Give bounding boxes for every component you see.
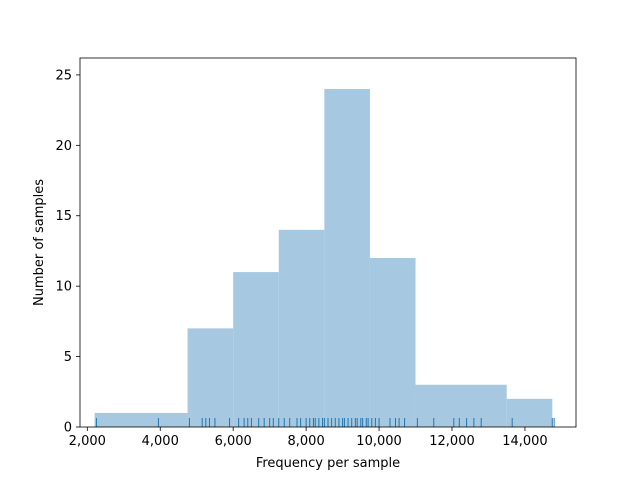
- x-axis-ticks: 2,000 4,000 6,000 8,000 10,000 12,000 14,000: [69, 427, 548, 449]
- x-tick-label-1: 4,000: [142, 434, 179, 449]
- y-tick-label-0: 0: [64, 421, 72, 436]
- histogram-bar-2: [233, 272, 279, 427]
- histogram-bars: [94, 88, 553, 427]
- histogram-bar-5: [369, 257, 416, 427]
- y-tick-label-5: 25: [55, 68, 72, 83]
- x-tick-label-6: 14,000: [502, 434, 548, 449]
- y-tick-label-1: 5: [64, 350, 72, 365]
- histogram-bar-7: [506, 398, 553, 427]
- rug-marks: [95, 418, 555, 427]
- x-tick-label-3: 8,000: [288, 434, 325, 449]
- x-axis-label: Frequency per sample: [256, 456, 400, 471]
- histogram-bar-3: [278, 229, 325, 427]
- y-tick-label-4: 20: [55, 139, 72, 154]
- y-axis-ticks: 0 5 10 15 20 25: [55, 68, 80, 436]
- x-tick-label-0: 2,000: [69, 434, 106, 449]
- histogram-bar-4: [324, 88, 370, 427]
- y-tick-label-2: 10: [55, 280, 72, 295]
- histogram-bar-0: [94, 412, 188, 427]
- histogram-bar-6: [415, 384, 507, 427]
- x-tick-label-2: 6,000: [215, 434, 252, 449]
- x-tick-label-4: 10,000: [356, 434, 402, 449]
- plot-frame: [79, 57, 577, 428]
- y-tick-label-3: 15: [55, 209, 72, 224]
- y-axis-label: Number of samples: [32, 179, 47, 306]
- histogram-bar-1: [187, 328, 234, 427]
- x-tick-label-5: 12,000: [429, 434, 475, 449]
